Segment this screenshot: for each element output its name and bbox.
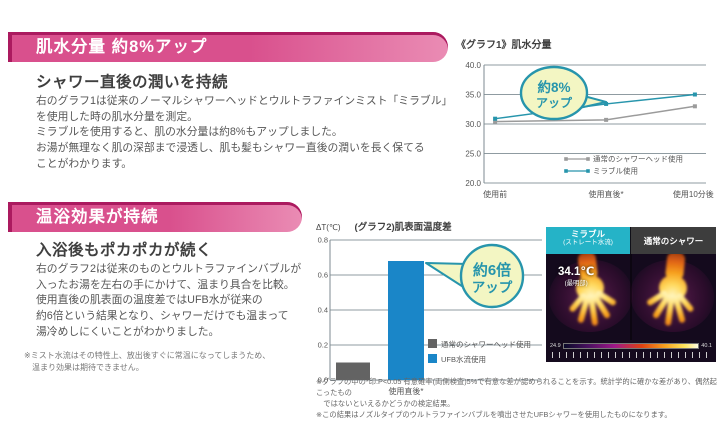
svg-text:通常のシャワーヘッド使用: 通常のシャワーヘッド使用 (593, 154, 683, 164)
svg-text:アップ: アップ (536, 95, 573, 110)
svg-text:通常のシャワーヘッド使用: 通常のシャワーヘッド使用 (441, 339, 531, 349)
svg-text:0.8: 0.8 (318, 236, 328, 245)
svg-text:30.0: 30.0 (465, 120, 481, 129)
svg-text:25.0: 25.0 (465, 149, 481, 158)
thermal-header-mirable: ミラブル (ストレート水流) (546, 227, 631, 254)
svg-text:35.0: 35.0 (465, 90, 481, 99)
scale-max-label: 40.1 (701, 342, 712, 349)
thermal-temp-label: 34.1℃ (最明部) (558, 266, 595, 287)
svg-text:40.0: 40.0 (465, 61, 481, 70)
svg-text:アップ: アップ (472, 280, 513, 295)
temperature-bar-chart: ΔT(℃) (グラフ2)肌表面温度差 0.8 0.6 0.4 0.2 0.0 使用直後* 通… (316, 219, 548, 409)
chart2-title: (グラフ2)肌表面温度差 (354, 222, 452, 233)
body-text-moisture: 右のグラフ1は従来のノーマルシャワーヘッドとウルトラファインミスト「ミラブル」 … (36, 95, 453, 170)
moisture-line-chart: 《グラフ1》肌水分量 40.0 35.0 30.0 25.0 20.0 使用前 使用直後* 使… (450, 36, 717, 208)
thermal-scale-ticks (552, 352, 710, 358)
heading-moisture: シャワー直後の潤いを持続 (36, 74, 229, 91)
footnote-mist: ※ミスト水流はその特性上、放出後すぐに常温になってしまうため、 温まり効果は期待… (24, 351, 271, 373)
banner-moisture: 肌水分量 約8%アップ (8, 32, 448, 62)
chart2-plot: 0.8 0.6 0.4 0.2 0.0 使用直後* 通常のシャワーヘッド使用 UFB水流使用 約… (318, 236, 542, 396)
heading-warmth: 入浴後もポカポカが続く (36, 242, 213, 259)
svg-text:使用直後*: 使用直後* (589, 189, 624, 199)
thermal-image: 34.1℃ (最明部) (546, 254, 716, 340)
svg-text:0.6: 0.6 (318, 271, 328, 280)
thermal-left-title: ミラブル (570, 229, 605, 239)
thermal-panel: ミラブル (ストレート水流) 通常のシャワー (546, 227, 716, 362)
svg-text:約8%: 約8% (537, 79, 570, 95)
svg-text:0.2: 0.2 (318, 341, 328, 350)
svg-text:使用直後*: 使用直後* (388, 386, 423, 396)
svg-text:20.0: 20.0 (465, 179, 481, 188)
footnote-statistics: ※グラフの中の*印:P<0.05 有意確率(両側検査)5%で有意な差が認められる… (316, 377, 717, 419)
svg-text:使用10分後*: 使用10分後* (673, 189, 714, 199)
banner-warmth: 温浴効果が持続 (8, 202, 302, 232)
scale-min-label: 24.9 (550, 342, 561, 349)
svg-text:UFB水流使用: UFB水流使用 (441, 354, 486, 364)
svg-text:使用前: 使用前 (483, 189, 507, 199)
thermal-header: ミラブル (ストレート水流) 通常のシャワー (546, 227, 716, 254)
chart1-title: 《グラフ1》肌水分量 (456, 40, 552, 51)
svg-text:ミラブル使用: ミラブル使用 (593, 166, 638, 176)
thermal-gradient-bar (562, 342, 700, 349)
thermal-header-normal: 通常のシャワー (631, 227, 716, 254)
body-text-warmth: 右のグラフ2は従来のものとウルトラファインバブルが 入ったお湯を左右の手にかけて… (36, 263, 302, 338)
thermal-hands-image (546, 254, 716, 340)
chart2-ylabel: ΔT(℃) (316, 223, 341, 232)
thermal-left-subtitle: (ストレート水流) (563, 239, 613, 247)
svg-text:0.0: 0.0 (318, 376, 328, 385)
svg-text:0.4: 0.4 (318, 306, 328, 315)
thermal-color-scale: 24.9 40.1 (546, 340, 716, 351)
svg-text:約6倍: 約6倍 (473, 261, 511, 279)
